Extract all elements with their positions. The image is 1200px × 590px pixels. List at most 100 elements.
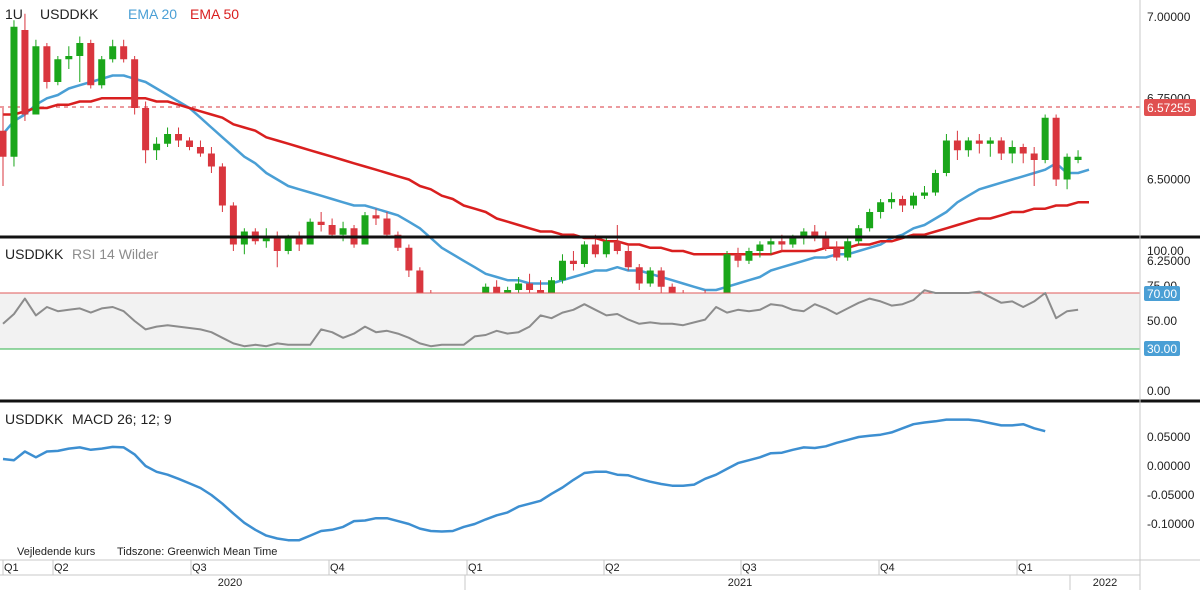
candle-body [65, 56, 73, 60]
candle-body [1063, 156, 1071, 180]
candle-body [745, 251, 753, 261]
candle-body [164, 134, 172, 144]
footer-note-rate: Vejledende kurs [17, 546, 96, 558]
macd-symbol-label: USDDKK [5, 411, 64, 427]
price-pane: 1U USDDKK EMA 20 EMA 50 7.000006.750006.… [0, 0, 1196, 323]
footer-note-timezone: Tidszone: Greenwich Mean Time [117, 546, 277, 558]
candle-body [580, 244, 588, 264]
candle-body [800, 231, 808, 238]
year-label: 2022 [1093, 577, 1117, 589]
candle-body [339, 228, 347, 235]
candles-layer [0, 13, 1082, 323]
macd-pane: USDDKK MACD 26; 12; 9 0.05000 0.00000 -0.0… [2, 411, 1195, 558]
candle-body [10, 26, 18, 157]
candle-body [493, 286, 501, 294]
candle-body [21, 30, 29, 115]
quarter-label: Q1 [468, 562, 483, 574]
candle-body [811, 231, 819, 238]
quarter-label: Q4 [330, 562, 345, 574]
candle-body [142, 108, 150, 151]
macd-tick-label: -0.05000 [1147, 488, 1195, 502]
macd-layer [2, 418, 1046, 542]
candle-body [833, 247, 841, 258]
year-label: 2020 [218, 577, 242, 589]
candle-body [668, 286, 676, 297]
candle-body [657, 270, 665, 287]
rsi-70-value: 70.00 [1147, 287, 1177, 301]
rsi-70-badge [1144, 286, 1180, 301]
rsi-symbol-label: USDDKK [5, 246, 64, 262]
candle-body [756, 244, 764, 251]
macd-tick-label: 0.05000 [1147, 430, 1191, 444]
rsi-band [0, 293, 1140, 349]
legend-ema50: EMA 50 [190, 6, 239, 22]
candle-body [1074, 156, 1082, 160]
candle-body [131, 59, 139, 108]
last-price-badge [1144, 99, 1196, 116]
candle-body [635, 267, 643, 284]
time-axis: Q1 Q2 Q3 Q4 Q1 Q2 Q3 Q4 Q1 2020 2021 2022 [0, 559, 1200, 590]
candle-body [405, 247, 413, 271]
interval-label[interactable]: 1U [5, 6, 23, 22]
year-label: 2021 [728, 577, 752, 589]
candle-body [964, 140, 972, 151]
rsi-pane: USDDKK RSI 14 Wilder 100.0075.0050.000.0… [0, 244, 1184, 398]
candle-body [558, 260, 566, 281]
candle-body [789, 238, 797, 245]
candle-body [284, 238, 292, 251]
candle-body [877, 202, 885, 212]
quarter-label: Q3 [192, 562, 207, 574]
candle-body [109, 46, 117, 60]
candle-body [383, 218, 391, 235]
rsi-tick-label: 0.00 [1147, 384, 1171, 398]
time-axis-labels: Q1 Q2 Q3 Q4 Q1 Q2 Q3 Q4 Q1 2020 2021 2022 [2, 560, 1117, 590]
candle-body [734, 254, 742, 261]
candle-body [844, 241, 852, 258]
candle-body [548, 280, 555, 300]
candle-body [76, 43, 84, 56]
candle-body [602, 241, 610, 255]
candle-body [888, 199, 896, 203]
candle-body [54, 59, 62, 82]
macd-indicator-label: MACD 26; 12; 9 [72, 411, 172, 427]
rsi-line [2, 289, 1079, 348]
quarter-label: Q2 [54, 562, 69, 574]
candle-body [1019, 147, 1027, 154]
candle-body [855, 228, 863, 242]
candle-body [98, 59, 106, 86]
candle-body [1052, 117, 1060, 180]
candle-body [43, 46, 51, 82]
candle-body [153, 143, 161, 151]
candle-body [218, 166, 226, 206]
candle-body [723, 254, 731, 297]
candle-body [613, 241, 621, 251]
rsi-tick-label: 100.00 [1147, 244, 1184, 258]
candle-body [986, 140, 994, 144]
rsi-tick-label: 50.00 [1147, 314, 1177, 328]
candle-body [1041, 117, 1049, 160]
macd-tick-label: 0.00000 [1147, 459, 1191, 473]
candle-body [175, 134, 183, 141]
ema20-layer [2, 74, 1090, 292]
rsi-indicator-label: RSI 14 Wilder [72, 246, 159, 262]
candle-body [328, 225, 336, 235]
candle-body [207, 153, 215, 167]
candle-body [185, 140, 193, 147]
price-symbol-label: USDDKK [40, 6, 99, 22]
legend-ema20: EMA 20 [128, 6, 177, 22]
candle-body [317, 221, 325, 225]
candle-body [899, 199, 907, 206]
candle-body [591, 244, 599, 255]
candle-body [866, 212, 874, 229]
macd-tick-label: -0.10000 [1147, 517, 1195, 531]
price-plot-area [0, 0, 1140, 236]
quarter-label: Q1 [4, 562, 19, 574]
candle-body [196, 147, 204, 154]
rsi-30-value: 30.00 [1147, 342, 1177, 356]
candle-body [997, 140, 1005, 154]
candle-body [273, 238, 281, 251]
candle-body [822, 238, 830, 248]
candle-body [953, 140, 961, 151]
quarter-label: Q4 [880, 562, 895, 574]
